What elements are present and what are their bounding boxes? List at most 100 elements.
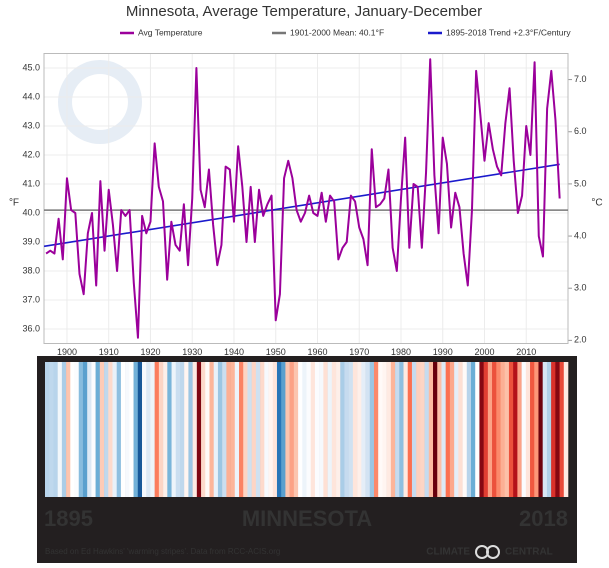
warming-stripe (403, 362, 409, 497)
stripes-start: 1895 (44, 506, 93, 531)
brand-right: CENTRAL (505, 547, 553, 558)
x-tick-label: 1990 (433, 347, 453, 357)
y-tick-label: 44.0 (22, 91, 40, 101)
warming-stripe (222, 362, 227, 497)
warming-stripe (411, 362, 417, 497)
y2-tick-label: 2.0 (574, 335, 587, 345)
warming-stripe (116, 362, 122, 497)
warming-stripe (378, 362, 383, 497)
warming-stripe (344, 362, 349, 497)
warming-stripe (530, 362, 535, 497)
warming-stripe (470, 362, 476, 497)
warming-stripe (310, 362, 316, 497)
warming-stripe (234, 362, 240, 497)
temperature-line (45, 58, 561, 339)
warming-stripe (276, 362, 282, 497)
warming-stripe (357, 362, 362, 497)
warming-stripe (129, 362, 134, 497)
warming-stripe (479, 362, 484, 497)
warming-stripe (454, 362, 459, 497)
warming-stripe (230, 362, 236, 497)
y-tick-label: 36.0 (22, 323, 40, 333)
warming-stripe (314, 362, 320, 497)
warming-stripe (205, 362, 210, 497)
warming-stripe (534, 362, 539, 497)
warming-stripe (352, 362, 358, 497)
y-tick-label: 37.0 (22, 294, 40, 304)
warming-stripe (179, 362, 185, 497)
warming-stripe (99, 362, 105, 497)
warming-stripe (449, 362, 455, 497)
warming-stripe (87, 362, 92, 497)
warming-stripe (125, 362, 130, 497)
warming-stripe (82, 362, 88, 497)
warming-stripe (78, 362, 84, 497)
warming-stripe (61, 362, 67, 497)
warming-stripe (475, 362, 480, 497)
warming-stripe (251, 362, 257, 497)
warming-stripe (104, 362, 109, 497)
warming-stripe (492, 362, 497, 497)
warming-stripe (517, 362, 522, 497)
warming-stripe (70, 362, 75, 497)
warming-stripe (462, 362, 468, 497)
y2-tick-label: 3.0 (574, 283, 587, 293)
warming-stripe (175, 362, 181, 497)
warming-stripe (247, 362, 252, 497)
warming-stripe (142, 362, 147, 497)
warming-stripe (340, 362, 345, 497)
legend-label: Avg Temperature (138, 27, 203, 37)
x-tick-label: 1950 (266, 347, 286, 357)
stripes-credit: Based on Ed Hawkins' 'warming stripes'. … (45, 547, 280, 556)
warming-stripe (496, 362, 501, 497)
warming-stripe (319, 362, 324, 497)
warming-stripe (95, 362, 101, 497)
warming-stripe (386, 362, 392, 497)
warming-stripe (323, 362, 328, 497)
warming-stripe (302, 362, 307, 497)
x-tick-label: 1900 (57, 347, 77, 357)
warming-stripe (57, 362, 63, 497)
warming-stripe (441, 362, 446, 497)
warming-stripe (243, 362, 248, 497)
brand-logo (475, 545, 500, 559)
warming-stripe (395, 362, 400, 497)
y-axis-label: °F (9, 198, 19, 209)
x-tick-label: 1940 (224, 347, 244, 357)
y-tick-label: 40.0 (22, 207, 40, 217)
x-tick-label: 1910 (99, 347, 119, 357)
warming-stripe (399, 362, 404, 497)
y-tick-label: 41.0 (22, 178, 40, 188)
legend-label: 1895-2018 Trend +2.3°F/Century (446, 27, 571, 37)
warming-stripe (331, 362, 337, 497)
warming-stripe (171, 362, 177, 497)
warming-stripe (53, 362, 58, 497)
warming-stripe (348, 362, 354, 497)
warming-stripe (289, 362, 295, 497)
warming-stripe (255, 362, 261, 497)
noaa-logo (58, 60, 142, 144)
warming-stripe (213, 362, 219, 497)
warming-stripe (188, 362, 193, 497)
warming-stripe (513, 362, 518, 497)
warming-stripe (327, 362, 333, 497)
warming-stripe (525, 362, 531, 497)
warming-stripe (158, 362, 164, 497)
warming-stripe (563, 362, 569, 497)
warming-stripe (365, 362, 371, 497)
y2-tick-label: 5.0 (574, 178, 587, 188)
warming-stripe (407, 362, 413, 497)
x-tick-label: 2000 (474, 347, 494, 357)
y-tick-label: 42.0 (22, 149, 40, 159)
stripes-end: 2018 (519, 506, 568, 531)
y-tick-label: 39.0 (22, 236, 40, 246)
warming-stripe (445, 362, 451, 497)
warming-stripe (154, 362, 160, 497)
warming-stripe (373, 362, 379, 497)
warming-stripe (163, 362, 168, 497)
warming-stripe (167, 362, 172, 497)
warming-stripe (217, 362, 223, 497)
warming-stripe (272, 362, 278, 497)
x-tick-label: 1970 (349, 347, 369, 357)
x-tick-label: 1930 (182, 347, 202, 357)
